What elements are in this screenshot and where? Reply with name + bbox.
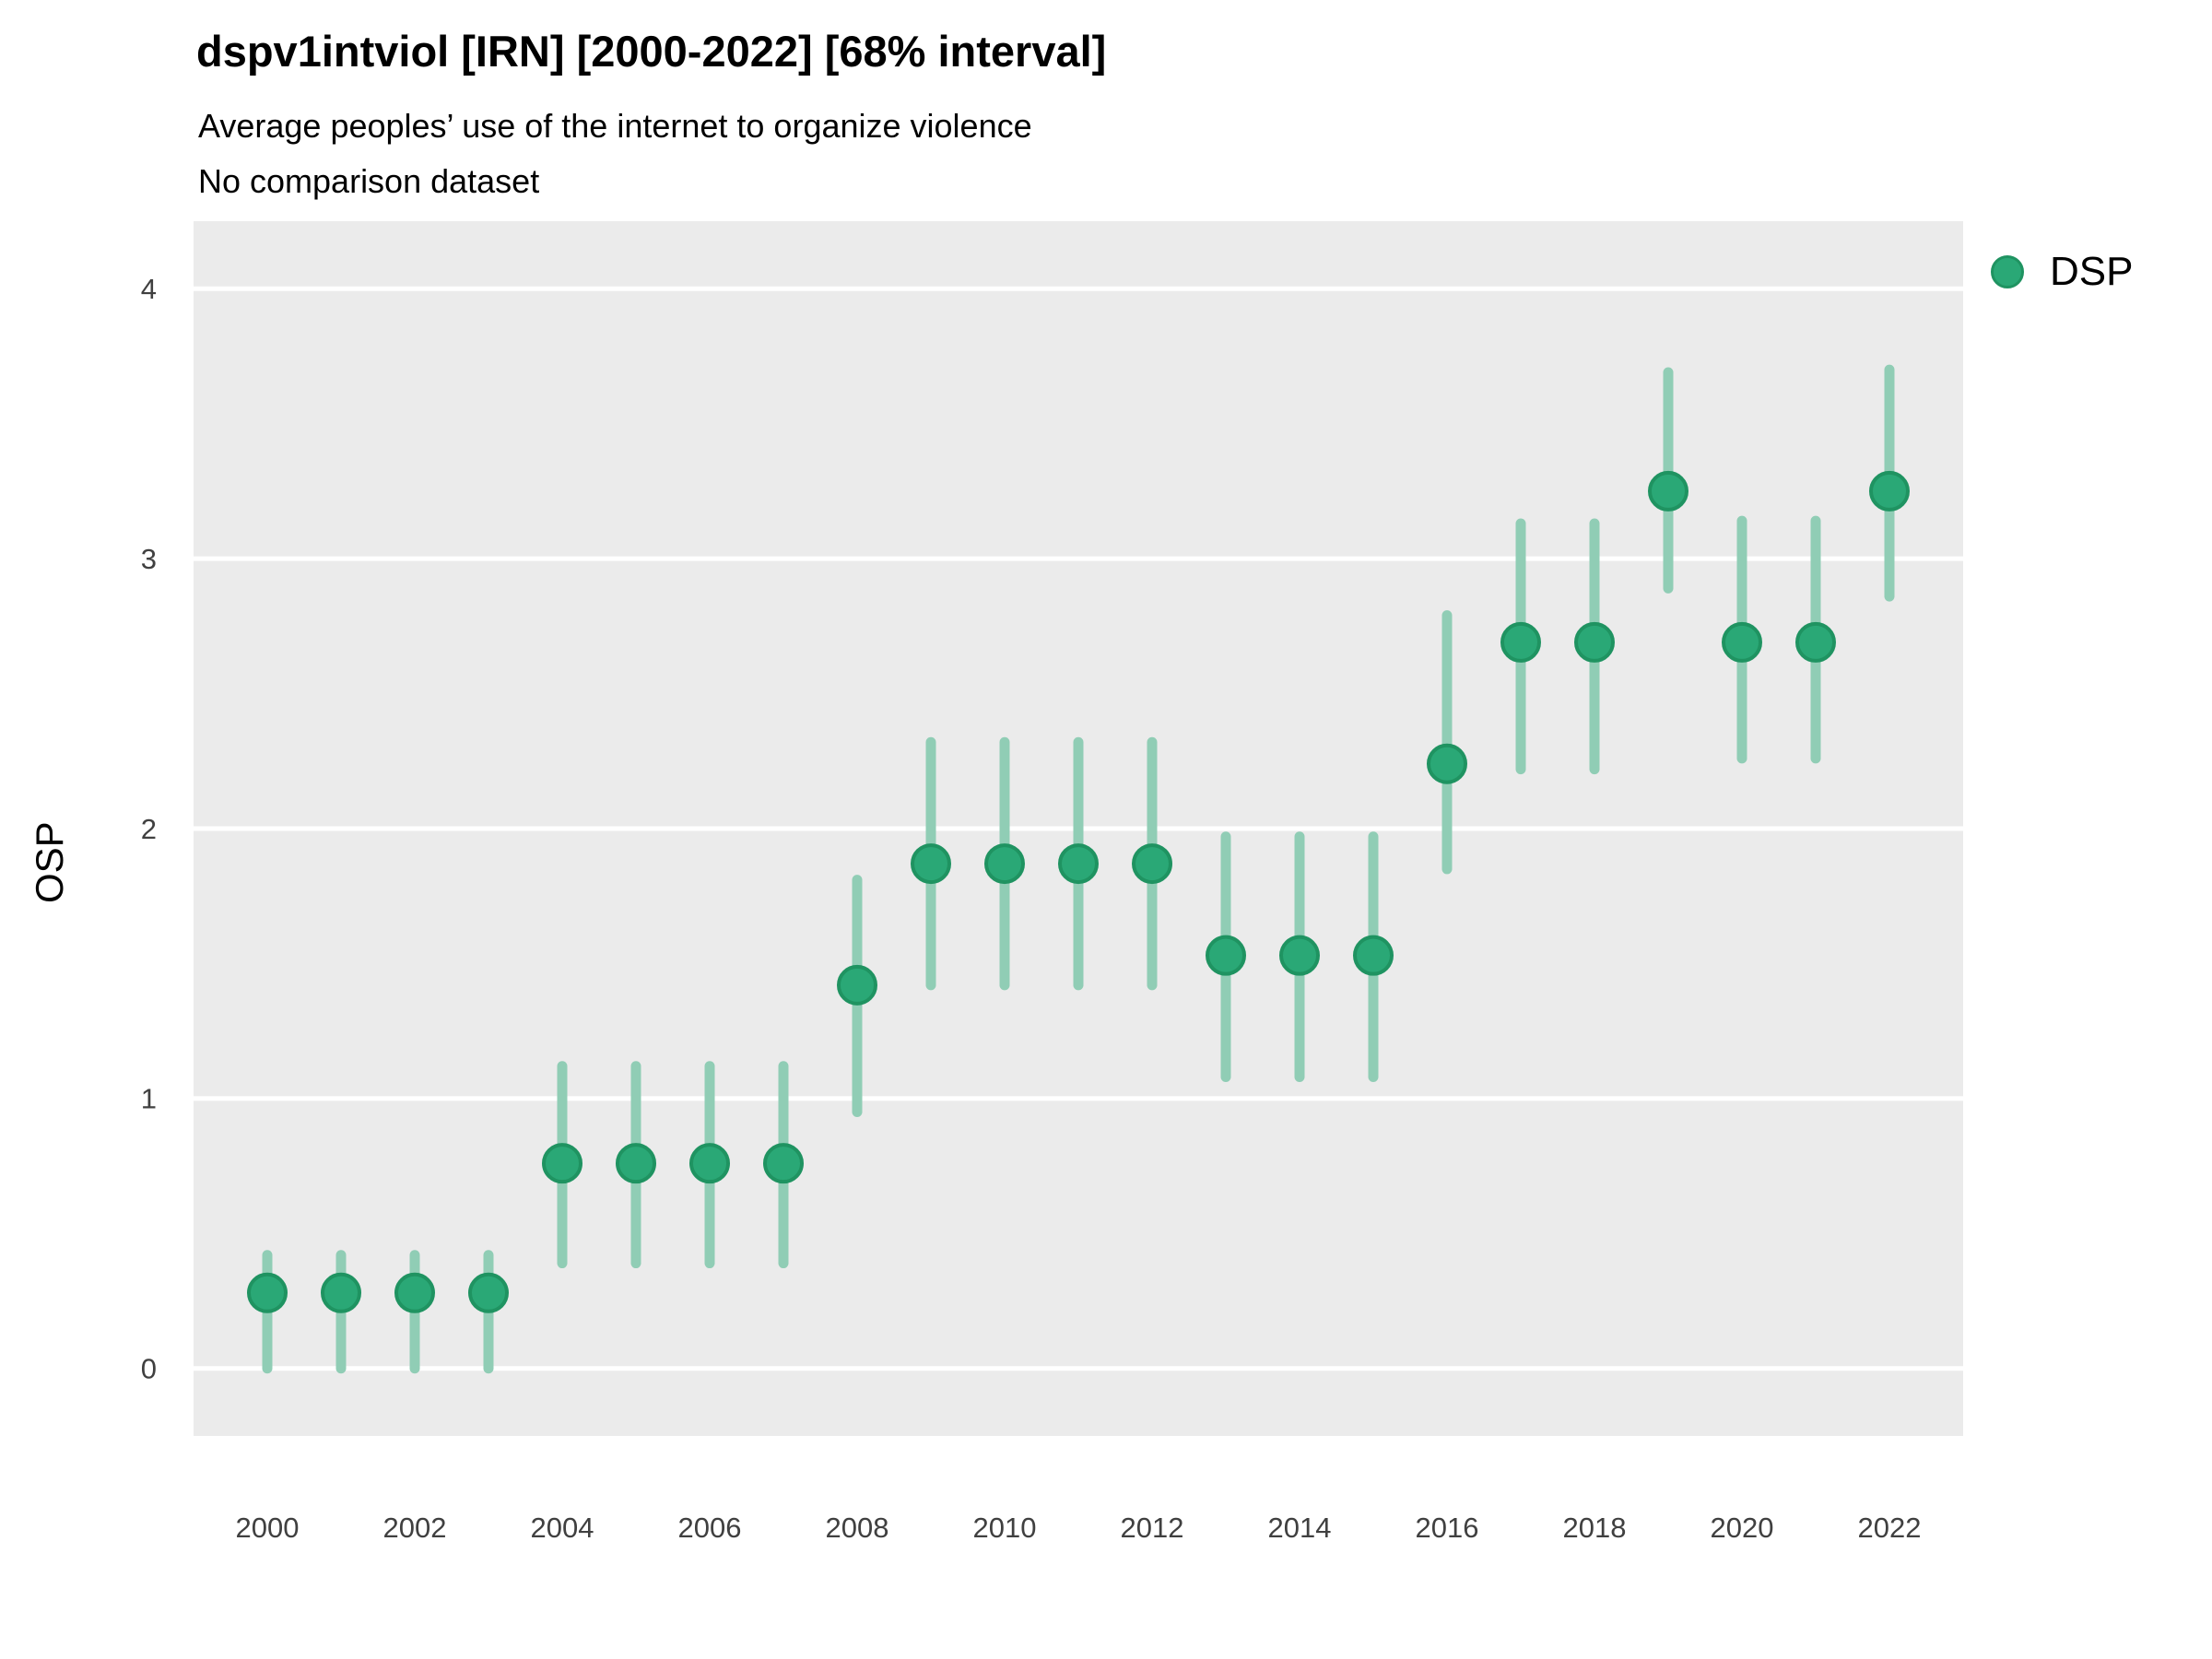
x-tick-label-2022: 2022 bbox=[1858, 1512, 1922, 1544]
x-tick-label-2016: 2016 bbox=[1416, 1512, 1479, 1544]
point-2005 bbox=[616, 1143, 656, 1184]
x-tick-label-2004: 2004 bbox=[531, 1512, 594, 1544]
point-2011 bbox=[1058, 843, 1099, 885]
point-2002 bbox=[394, 1272, 435, 1313]
point-2015 bbox=[1353, 935, 1394, 976]
point-2016 bbox=[1427, 743, 1467, 784]
x-tick-label-2000: 2000 bbox=[236, 1512, 300, 1544]
point-2020 bbox=[1722, 621, 1762, 663]
chart-title: dspv1intviol [IRN] [2000-2022] [68% inte… bbox=[196, 27, 1107, 76]
y-tick-label-2: 2 bbox=[141, 813, 157, 845]
point-2022 bbox=[1869, 470, 1910, 512]
chart-subtitle: Average peoples’ use of the internet to … bbox=[198, 107, 1032, 145]
point-2009 bbox=[911, 843, 951, 885]
x-tick-label-2012: 2012 bbox=[1121, 1512, 1184, 1544]
point-2021 bbox=[1795, 621, 1836, 663]
point-2001 bbox=[321, 1272, 361, 1313]
point-2017 bbox=[1500, 621, 1541, 663]
point-2018 bbox=[1574, 621, 1615, 663]
point-2007 bbox=[763, 1143, 804, 1184]
legend: DSP bbox=[1991, 249, 2133, 295]
x-tick-label-2014: 2014 bbox=[1268, 1512, 1332, 1544]
x-tick-label-2002: 2002 bbox=[383, 1512, 447, 1544]
y-tick-label-4: 4 bbox=[141, 273, 157, 305]
point-2014 bbox=[1279, 935, 1320, 976]
x-tick-label-2008: 2008 bbox=[826, 1512, 889, 1544]
point-2010 bbox=[984, 843, 1025, 885]
y-tick-label-3: 3 bbox=[141, 543, 157, 575]
legend-key-circle-icon bbox=[1991, 255, 2024, 288]
legend-label-dsp: DSP bbox=[2050, 249, 2134, 294]
point-2013 bbox=[1206, 935, 1246, 976]
x-tick-label-2020: 2020 bbox=[1711, 1512, 1774, 1544]
x-tick-label-2006: 2006 bbox=[678, 1512, 742, 1544]
x-tick-label-2010: 2010 bbox=[973, 1512, 1037, 1544]
point-2003 bbox=[468, 1272, 509, 1313]
point-2000 bbox=[247, 1272, 288, 1313]
y-tick-label-0: 0 bbox=[141, 1353, 157, 1385]
point-2012 bbox=[1132, 843, 1172, 885]
y-tick-label-1: 1 bbox=[141, 1083, 157, 1115]
x-tick-label-2018: 2018 bbox=[1563, 1512, 1627, 1544]
point-2008 bbox=[837, 964, 877, 1006]
point-2019 bbox=[1648, 470, 1688, 512]
point-2006 bbox=[689, 1143, 730, 1184]
point-2004 bbox=[542, 1143, 582, 1184]
chart-subtitle-note: No comparison dataset bbox=[198, 162, 540, 200]
